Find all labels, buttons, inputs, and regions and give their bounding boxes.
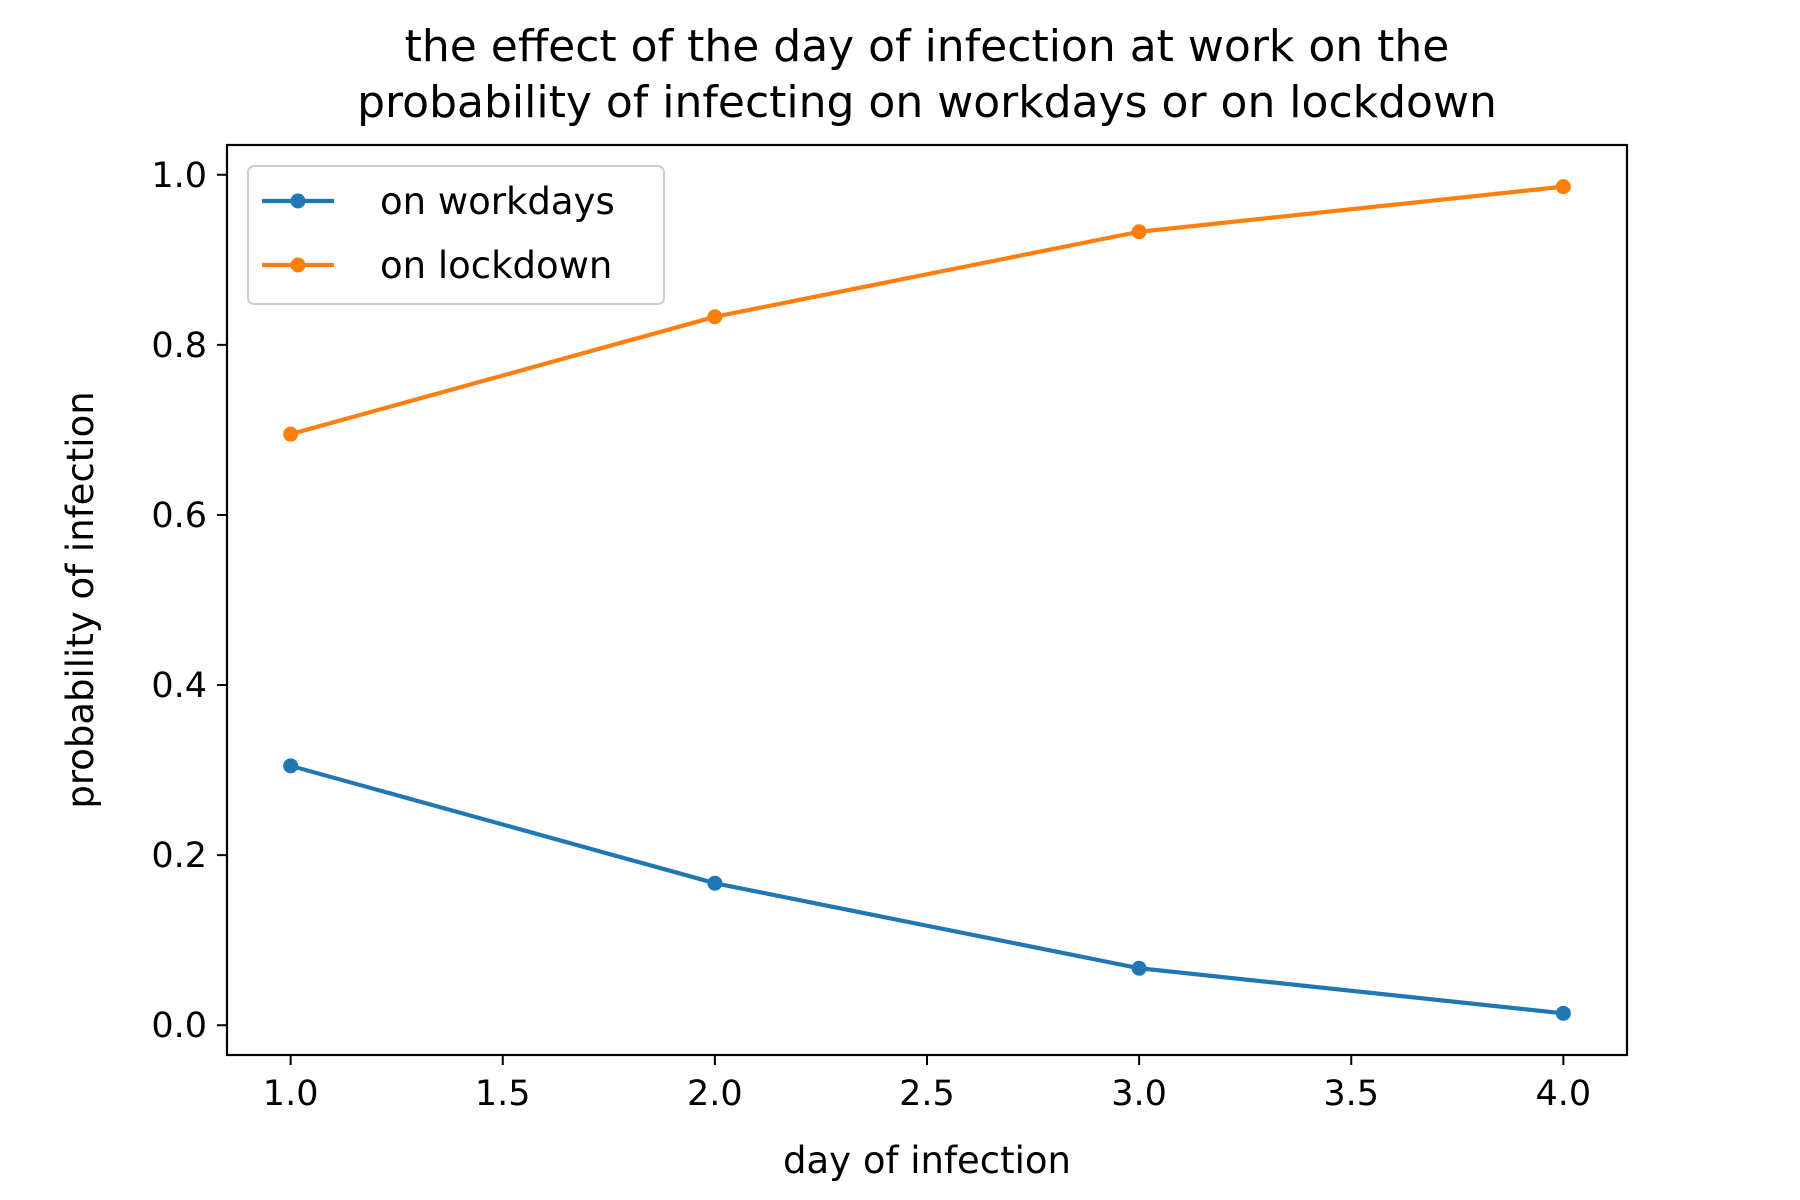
chart-title-line-1: the effect of the day of infection at wo… — [405, 21, 1450, 72]
data-point-0-0 — [283, 758, 299, 774]
y-tick-label-2: 0.4 — [151, 666, 207, 706]
axes: 1.0 1.5 2.0 2.5 3.0 3.5 4.0 0.0 0.2 0.4 0.6 0.8 1.0 — [151, 143, 1629, 1114]
x-tick-label-2: 2.0 — [687, 1074, 743, 1114]
plot-area — [283, 179, 1571, 1021]
x-tick-label-6: 4.0 — [1536, 1074, 1592, 1114]
series-line-0 — [288, 763, 1566, 1016]
legend: on workdays on lockdown — [247, 165, 665, 305]
legend-label-0: on workdays — [380, 180, 615, 223]
data-point-1-0 — [283, 426, 299, 442]
legend-marker-1 — [290, 257, 306, 273]
data-point-0-1 — [707, 875, 723, 891]
data-point-1-2 — [1131, 224, 1147, 240]
y-tick-label-0: 0.0 — [151, 1006, 207, 1046]
y-tick-label-4: 0.8 — [151, 326, 207, 366]
data-point-0-3 — [1555, 1005, 1571, 1021]
legend-label-1: on lockdown — [380, 244, 612, 287]
y-tick-label-1: 0.2 — [151, 836, 207, 876]
x-axis-label: day of infection — [783, 1139, 1071, 1182]
data-point-1-1 — [707, 309, 723, 325]
legend-frame — [247, 165, 665, 305]
x-tick-label-4: 3.0 — [1111, 1074, 1167, 1114]
y-axis-label: probability of infection — [59, 391, 102, 808]
x-tick-label-5: 3.5 — [1323, 1074, 1379, 1114]
y-tick-label-5: 1.0 — [151, 156, 207, 196]
y-tick-label-3: 0.6 — [151, 496, 207, 536]
x-tick-label-3: 2.5 — [899, 1074, 955, 1114]
legend-marker-0 — [290, 193, 306, 209]
series-line-1 — [288, 184, 1566, 437]
data-point-0-2 — [1131, 960, 1147, 976]
data-point-1-3 — [1555, 179, 1571, 195]
x-tick-label-1: 1.5 — [475, 1074, 531, 1114]
x-tick-label-0: 1.0 — [263, 1074, 319, 1114]
chart-title-line-2: probability of infecting on workdays or … — [357, 77, 1497, 128]
